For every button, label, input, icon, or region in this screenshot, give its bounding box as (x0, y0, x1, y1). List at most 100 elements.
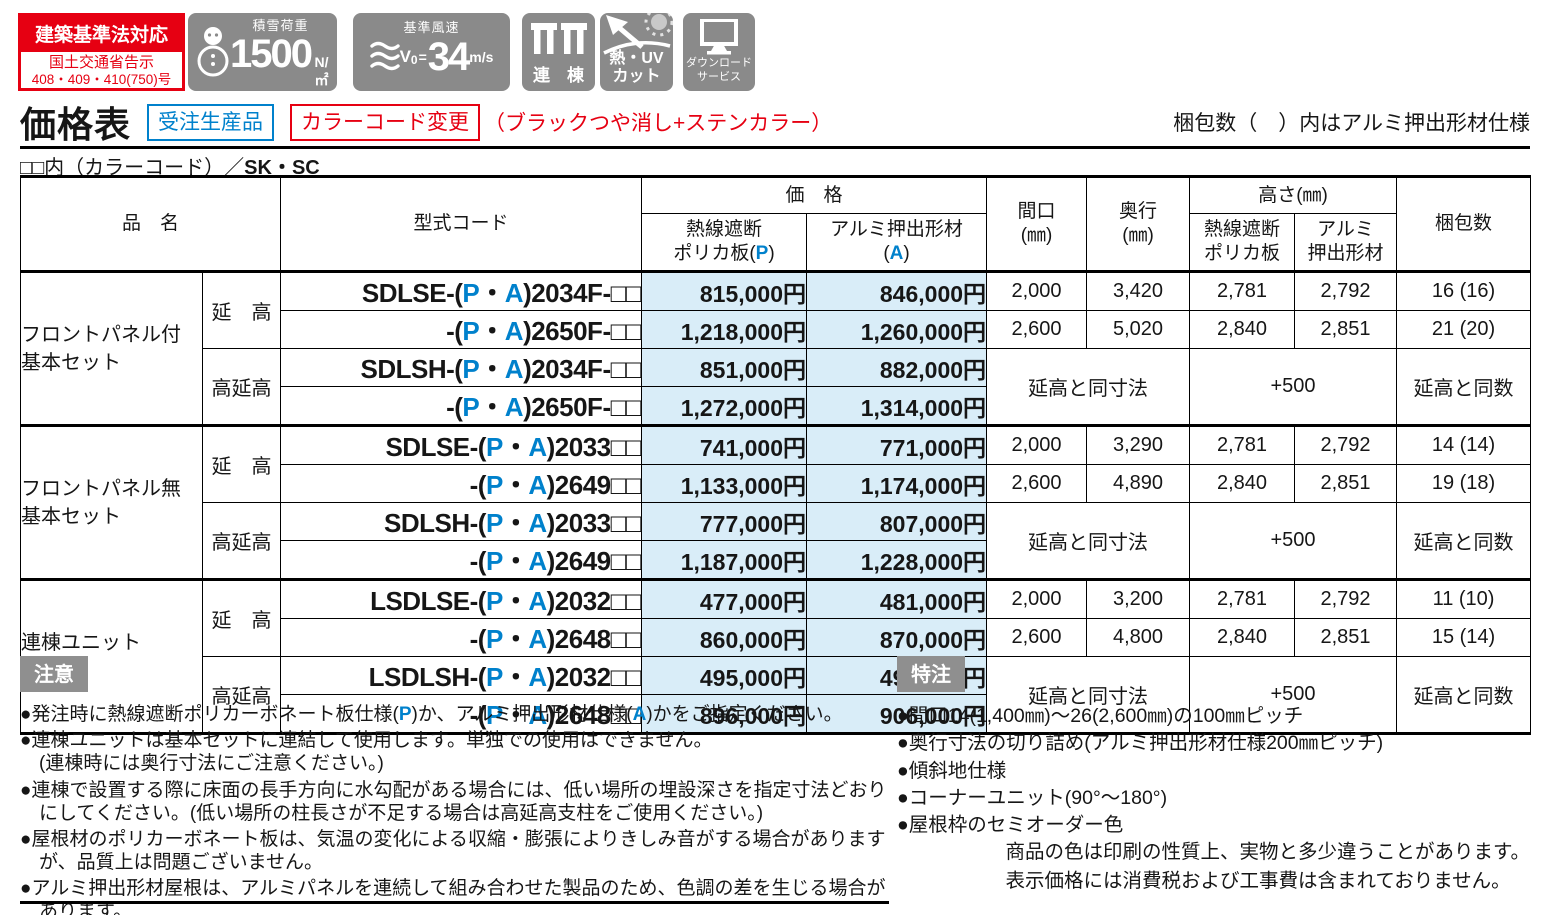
price-polycarbonate: 815,000円 (641, 270, 808, 311)
model-code-cell: LSDLSE-(P・A)2032□□ (280, 578, 643, 619)
snow-load-label: 積雪荷重 (252, 17, 309, 33)
snow-load-unit: N/㎡ (314, 53, 329, 88)
color-code-values: SK・SC (244, 157, 320, 179)
height-type: 延 高 (201, 578, 282, 657)
price-aluminum: 771,000円 (806, 424, 988, 465)
price-polycarbonate: 777,000円 (641, 502, 808, 541)
price-polycarbonate: 860,000円 (641, 618, 808, 657)
special-order-item: ●間口14(1,400㎜)～26(2,600㎜)の100㎜ピッチ (897, 705, 1304, 727)
table-row: フロントパネル付 基本セット 延 高 SDLSE-(P・A)2034F-□□ 8… (20, 270, 1532, 426)
col-header-height-aluminum: アルミ 押出形材 (1294, 213, 1398, 273)
caution-item: ●屋根材のポリカーボネート板は、気温の変化による収縮・膨張によりきしみ音がする場… (20, 828, 886, 874)
caution-label: 注意 (20, 656, 88, 692)
bottom-divider (20, 901, 889, 904)
download-service-badge: ダウンロード サービス (683, 13, 755, 91)
wind-speed-label: 基準風速 (403, 20, 460, 35)
download-label-line2: サービス (697, 70, 741, 83)
code-suffix: )2034F-□□ (523, 278, 642, 308)
wind-speed-value: 34 (427, 35, 470, 79)
table-row: -(P・A)2648□□ 896,000円 906,000円 (21, 694, 1531, 734)
law-number-line: 408・409・410(750)号 (31, 72, 172, 87)
caution-item: ●発注時に熱線遮断ポリカーボネート板仕様(P)か、アルミ押出形材仕様(A)かをご… (20, 704, 843, 725)
same-dims-note: 延高と同寸法 (986, 656, 1191, 734)
caution-item: ●アルミ押出形材屋根は、アルミパネルを連続して組み合わせた製品のため、色調の差を… (20, 878, 886, 915)
price-polycarbonate: 741,000円 (641, 424, 808, 465)
plus-500-note: +500 (1189, 656, 1398, 734)
price-aluminum: 807,000円 (806, 502, 988, 541)
price-aluminum: 1,174,000円 (806, 464, 988, 503)
price-aluminum: 1,228,000円 (806, 540, 988, 580)
snow-load-value: 1500 (230, 31, 313, 76)
linked-roofs-icon (522, 21, 595, 55)
col-header-price-aluminum: アルミ押出形材 (A) (806, 213, 988, 273)
price-aluminum: 1,260,000円 (806, 310, 988, 349)
price-table: 品 名 型式コード 価 格 間口 (㎜) 奥行 (㎜) 高さ(㎜) 梱包数 熱線… (19, 175, 1532, 735)
height-type: 延 高 (201, 270, 282, 349)
code-prefix: SDLSE-( (361, 278, 463, 308)
product-name: フロントパネル付 基本セット (20, 270, 203, 426)
price-aluminum: 1,314,000円 (806, 386, 988, 426)
title-divider (20, 146, 1530, 149)
snow-load-badge: 積雪荷重 1500 N/㎡ (188, 13, 337, 91)
special-order-item: ●奥行寸法の切り詰め(アルミ押出形材仕様200㎜ピッチ) (897, 732, 1384, 755)
price-aluminum: 906,000円 (806, 694, 988, 734)
height-type: 高延高 (201, 348, 282, 426)
model-code-cell: SDLSH-(P・A)2034F-□□ (280, 348, 643, 387)
code-p: P (462, 278, 480, 308)
color-code-subtitle: □□内（カラーコード）／SK・SC (20, 157, 320, 179)
table-row: -(P・A)2649□□ 1,133,000円 1,174,000円 2,600… (21, 464, 1532, 503)
title-row: 価格表 受注生産品 カラーコード変更 （ブラックつや消し+ステンカラー） 梱包数… (20, 99, 1530, 145)
price-polycarbonate: 851,000円 (641, 348, 808, 387)
certification-badges-row: 建築基準法対応 国土交通省告示 408・409・410(750)号 積雪荷重 (0, 13, 1548, 91)
heat-uv-cut-badge: 熱・UV カット (600, 13, 673, 91)
price-polycarbonate: 896,000円 (641, 694, 808, 734)
special-order-section: 特注 ●間口14(1,400㎜)～26(2,600㎜)の100㎜ピッチ ●奥行寸… (897, 656, 1542, 839)
height-alum-value: 2,792 (1294, 270, 1398, 311)
table-row: 高延高 SDLSH-(P・A)2034F-□□ 851,000円 882,000… (21, 348, 1532, 426)
col-header-product: 品 名 (19, 176, 282, 272)
made-to-order-tag: 受注生産品 (147, 103, 275, 141)
model-code-cell: -(P・A)2649□□ (280, 540, 643, 580)
height-type: 高延高 (201, 502, 282, 580)
model-code-cell: -(P・A)2650F-□□ (280, 310, 643, 349)
model-code-cell: SDLSE-(P・A)2033□□ (280, 424, 643, 465)
same-count-note: 延高と同数 (1396, 656, 1532, 734)
same-count-note: 延高と同数 (1396, 348, 1532, 426)
model-code-cell: SDLSH-(P・A)2033□□ (280, 502, 643, 541)
price-polycarbonate: 477,000円 (641, 578, 808, 619)
building-law-badge: 建築基準法対応 国土交通省告示 408・409・410(750)号 (18, 13, 185, 91)
col-header-height-polycarbonate: 熱線遮断 ポリカ板 (1189, 213, 1296, 273)
height-poly-value: 2,781 (1189, 270, 1296, 311)
color-code-change-tag: カラーコード変更 (290, 103, 481, 141)
price-aluminum: 882,000円 (806, 348, 988, 387)
page-title: 価格表 (20, 104, 132, 145)
packing-count: 16 (16) (1396, 270, 1532, 311)
same-count-note: 延高と同数 (1396, 502, 1532, 580)
heat-uv-label-line2: カット (612, 68, 661, 86)
product-name: フロントパネル無 基本セット (20, 424, 203, 580)
price-polycarbonate: 1,218,000円 (641, 310, 808, 349)
snowman-icon (196, 23, 230, 81)
wind-speed-unit: m/s (469, 49, 494, 65)
price-polycarbonate: 495,000円 (641, 656, 808, 695)
plus-500-note: +500 (1189, 348, 1398, 426)
height-type: 延 高 (201, 424, 282, 503)
same-dims-note: 延高と同寸法 (986, 502, 1191, 580)
special-order-item: ●屋根枠のセミオーダー色 (897, 814, 1124, 837)
model-code-cell: -(P・A)2648□□ (280, 618, 643, 657)
special-order-item: ●コーナーユニット(90°～180°) (897, 786, 1168, 809)
table-row: 連棟ユニット （共通） 延 高 LSDLSE-(P・A)2032□□ 477,0… (20, 578, 1532, 734)
price-aluminum: 481,000円 (806, 578, 988, 619)
height-type: 高延高 (201, 656, 282, 734)
table-row: 高延高 SDLSH-(P・A)2033□□ 777,000円 807,000円 … (21, 502, 1532, 580)
table-row: -(P・A)2648□□ 860,000円 870,000円 2,600 4,8… (21, 618, 1532, 657)
col-header-model-code: 型式コード (280, 176, 643, 272)
download-label-line1: ダウンロード (686, 57, 752, 69)
caution-item: ●連棟ユニットは基本セットに連結して使用します。単独での使用はできません。 (連… (20, 730, 713, 775)
monitor-icon (683, 19, 755, 55)
linked-unit-badge: 連 棟 (522, 13, 595, 91)
model-code-cell: LSDLSH-(P・A)2032□□ (280, 656, 643, 695)
wind-waves-icon (369, 39, 400, 75)
plus-500-note: +500 (1189, 502, 1398, 580)
col-header-price-polycarbonate: 熱線遮断 ポリカ板(P) (641, 213, 808, 273)
